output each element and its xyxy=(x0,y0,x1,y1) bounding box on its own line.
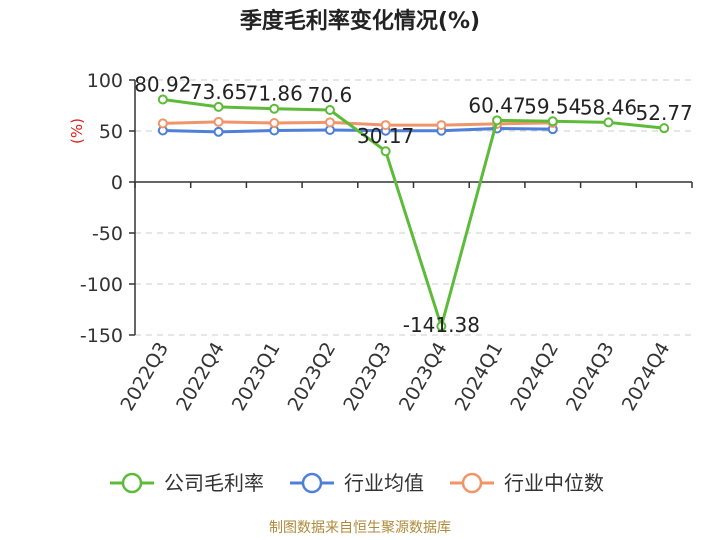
data-point xyxy=(213,116,224,127)
data-point xyxy=(436,120,447,131)
chart-title: 季度毛利率变化情况(%) xyxy=(240,8,480,34)
legend-swatch-marker xyxy=(121,472,143,494)
legend-item-label: 公司毛利率 xyxy=(164,471,264,495)
y-tick-label: -100 xyxy=(80,274,123,296)
x-tick-label: 2024Q3 xyxy=(562,339,619,415)
data-label: 73.65 xyxy=(190,80,247,104)
data-point xyxy=(324,104,335,115)
data-point xyxy=(213,101,224,112)
data-point xyxy=(547,116,558,127)
y-ticks: 100 50 0 -50 -100 -150 xyxy=(80,70,135,347)
x-tick-label: 2022Q3 xyxy=(116,339,173,415)
legend-swatch-marker xyxy=(461,472,483,494)
data-label: 60.47 xyxy=(468,93,525,117)
data-point xyxy=(269,103,280,114)
data-point xyxy=(380,146,391,157)
x-tick-label: 2023Q3 xyxy=(339,339,396,415)
series-line xyxy=(162,120,553,127)
data-label: 70.6 xyxy=(308,83,353,107)
y-tick-label: 100 xyxy=(87,70,123,92)
data-point xyxy=(157,118,168,129)
legend-item-label: 行业均值 xyxy=(344,471,424,495)
data-label: 52.77 xyxy=(636,101,693,125)
data-point xyxy=(380,120,391,131)
data-label: 58.46 xyxy=(580,95,637,119)
data-label: 59.54 xyxy=(524,94,581,118)
data-label: 71.86 xyxy=(246,82,303,106)
x-tick-label: 2023Q2 xyxy=(284,339,341,415)
x-tick-label: 2022Q4 xyxy=(172,339,229,415)
data-point xyxy=(324,117,335,128)
source-note: 制图数据来自恒生聚源数据库 xyxy=(269,520,451,536)
data-label: 80.92 xyxy=(134,72,191,96)
x-tick-label: 2024Q2 xyxy=(506,339,563,415)
x-tick-label: 2023Q4 xyxy=(395,338,452,414)
x-tick-label: 2024Q4 xyxy=(618,339,675,415)
x-tick-label: 2023Q1 xyxy=(228,339,285,415)
x-tick-label: 2024Q1 xyxy=(451,339,508,415)
y-tick-label: -150 xyxy=(80,325,123,347)
legend-item-label: 行业中位数 xyxy=(504,471,604,495)
y-tick-label: 0 xyxy=(111,172,123,194)
data-point xyxy=(436,321,447,332)
data-point xyxy=(603,117,614,128)
series xyxy=(157,94,670,332)
data-point xyxy=(269,118,280,129)
series-line xyxy=(162,97,665,332)
x-ticks: 2022Q32022Q42023Q12023Q22023Q32023Q42024… xyxy=(116,182,693,415)
data-point xyxy=(659,123,670,134)
data-point xyxy=(213,126,224,137)
data-label: -141.38 xyxy=(403,313,480,337)
data-point xyxy=(157,94,168,105)
legend-swatch-marker xyxy=(301,472,323,494)
y-tick-label: -50 xyxy=(92,223,123,245)
legend[interactable]: 公司毛利率 行业均值 行业中位数 xyxy=(110,471,604,495)
data-label: 30.17 xyxy=(357,124,414,148)
y-axis-label: (%) xyxy=(68,118,86,144)
y-tick-label: 50 xyxy=(99,121,123,143)
data-point xyxy=(492,115,503,126)
